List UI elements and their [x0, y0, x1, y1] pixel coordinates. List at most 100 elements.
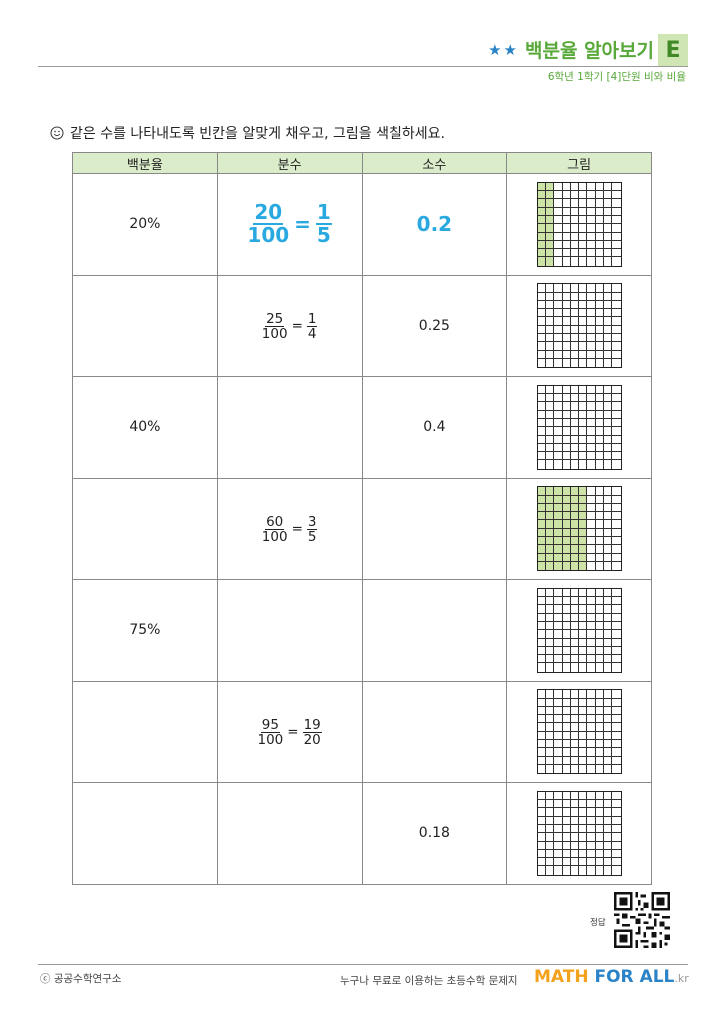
- grid-cell[interactable]: [595, 537, 604, 546]
- grid-cell[interactable]: [554, 342, 563, 351]
- grid-cell[interactable]: [612, 622, 621, 631]
- grid-cell[interactable]: [587, 257, 596, 266]
- grid-cell[interactable]: [579, 528, 588, 538]
- grid-cell[interactable]: [612, 690, 621, 699]
- grid-cell[interactable]: [612, 496, 621, 504]
- grid-cell[interactable]: [537, 621, 546, 631]
- grid-cell[interactable]: [554, 613, 563, 622]
- grid-cell[interactable]: [595, 512, 604, 521]
- grid-cell[interactable]: [587, 537, 596, 546]
- grid-cell[interactable]: [612, 866, 620, 874]
- grid-cell[interactable]: [546, 460, 555, 469]
- grid-cell[interactable]: [579, 849, 588, 859]
- grid-cell[interactable]: [612, 402, 621, 411]
- grid-cell[interactable]: [587, 394, 596, 403]
- hundred-grid[interactable]: [536, 181, 622, 267]
- grid-cell[interactable]: [587, 182, 596, 192]
- grid-cell[interactable]: [612, 334, 621, 343]
- grid-cell[interactable]: [554, 791, 563, 801]
- grid-cell[interactable]: [579, 325, 588, 335]
- grid-cell[interactable]: [562, 756, 571, 765]
- grid-cell[interactable]: [570, 342, 580, 351]
- grid-cell[interactable]: [537, 512, 546, 521]
- grid-cell[interactable]: [562, 240, 571, 250]
- grid-cell[interactable]: [612, 301, 621, 310]
- grid-cell[interactable]: [554, 300, 563, 310]
- grid-cell[interactable]: [562, 520, 571, 529]
- grid-cell[interactable]: [587, 520, 596, 529]
- grid-cell[interactable]: [612, 663, 620, 671]
- grid-cell[interactable]: [587, 663, 596, 672]
- grid-cell[interactable]: [587, 418, 596, 428]
- grid-cell[interactable]: [570, 325, 580, 335]
- grid-cell[interactable]: [579, 698, 588, 707]
- grid-cell[interactable]: [579, 342, 588, 351]
- grid-cell[interactable]: [579, 756, 588, 765]
- grid-cell[interactable]: [612, 183, 621, 192]
- grid-cell[interactable]: [587, 731, 596, 741]
- grid-cell[interactable]: [595, 435, 604, 444]
- grid-cell[interactable]: [545, 503, 555, 513]
- grid-cell[interactable]: [595, 731, 604, 741]
- grid-cell[interactable]: [587, 833, 596, 842]
- grid-cell[interactable]: [554, 427, 563, 436]
- grid-cell[interactable]: [595, 723, 604, 732]
- grid-cell[interactable]: [562, 300, 571, 310]
- grid-cell[interactable]: [579, 334, 588, 343]
- grid-cell[interactable]: [612, 520, 621, 529]
- grid-cell[interactable]: [545, 410, 555, 419]
- grid-cell[interactable]: [612, 233, 621, 241]
- grid-cell[interactable]: [570, 309, 580, 318]
- hundred-grid[interactable]: [536, 790, 622, 876]
- grid-cell[interactable]: [587, 435, 596, 444]
- grid-cell[interactable]: [604, 756, 613, 765]
- grid-cell[interactable]: [604, 410, 613, 419]
- grid-cell[interactable]: [562, 791, 571, 801]
- grid-cell[interactable]: [554, 553, 563, 562]
- grid-cell[interactable]: [570, 385, 580, 395]
- grid-cell[interactable]: [562, 621, 571, 631]
- grid-cell[interactable]: [537, 427, 546, 436]
- grid-cell[interactable]: [612, 723, 621, 732]
- grid-cell[interactable]: [545, 698, 555, 707]
- grid-cell[interactable]: [587, 284, 596, 293]
- grid-cell[interactable]: [612, 545, 621, 554]
- grid-cell[interactable]: [595, 325, 604, 335]
- grid-cell[interactable]: [604, 630, 613, 639]
- grid-cell[interactable]: [570, 199, 580, 208]
- grid-cell[interactable]: [554, 655, 563, 664]
- grid-cell[interactable]: [595, 833, 604, 842]
- grid-cell[interactable]: [545, 199, 555, 208]
- grid-cell[interactable]: [612, 748, 621, 757]
- grid-cell[interactable]: [554, 597, 563, 606]
- grid-cell[interactable]: [570, 224, 580, 233]
- grid-cell[interactable]: [579, 418, 588, 428]
- grid-cell[interactable]: [579, 748, 588, 757]
- grid-cell[interactable]: [595, 215, 604, 225]
- grid-cell[interactable]: [604, 588, 613, 598]
- grid-cell[interactable]: [545, 638, 555, 647]
- grid-cell[interactable]: [570, 605, 580, 614]
- picture-cell[interactable]: [506, 782, 652, 885]
- grid-cell[interactable]: [587, 358, 596, 368]
- grid-cell[interactable]: [571, 866, 580, 875]
- grid-cell[interactable]: [537, 334, 546, 343]
- grid-cell[interactable]: [554, 690, 563, 699]
- fraction-cell[interactable]: [216, 376, 363, 479]
- grid-cell[interactable]: [587, 858, 596, 867]
- grid-cell[interactable]: [587, 706, 596, 716]
- grid-cell[interactable]: [562, 487, 571, 496]
- grid-cell[interactable]: [587, 317, 596, 326]
- grid-cell[interactable]: [562, 605, 571, 614]
- grid-cell[interactable]: [554, 495, 563, 504]
- grid-cell[interactable]: [579, 240, 588, 250]
- grid-cell[interactable]: [595, 284, 604, 293]
- grid-cell[interactable]: [587, 495, 596, 504]
- grid-cell[interactable]: [570, 588, 580, 598]
- grid-cell[interactable]: [545, 300, 555, 310]
- grid-cell[interactable]: [562, 528, 571, 538]
- grid-cell[interactable]: [595, 334, 604, 343]
- grid-cell[interactable]: [537, 630, 546, 639]
- grid-cell[interactable]: [554, 630, 563, 639]
- grid-cell[interactable]: [537, 638, 546, 647]
